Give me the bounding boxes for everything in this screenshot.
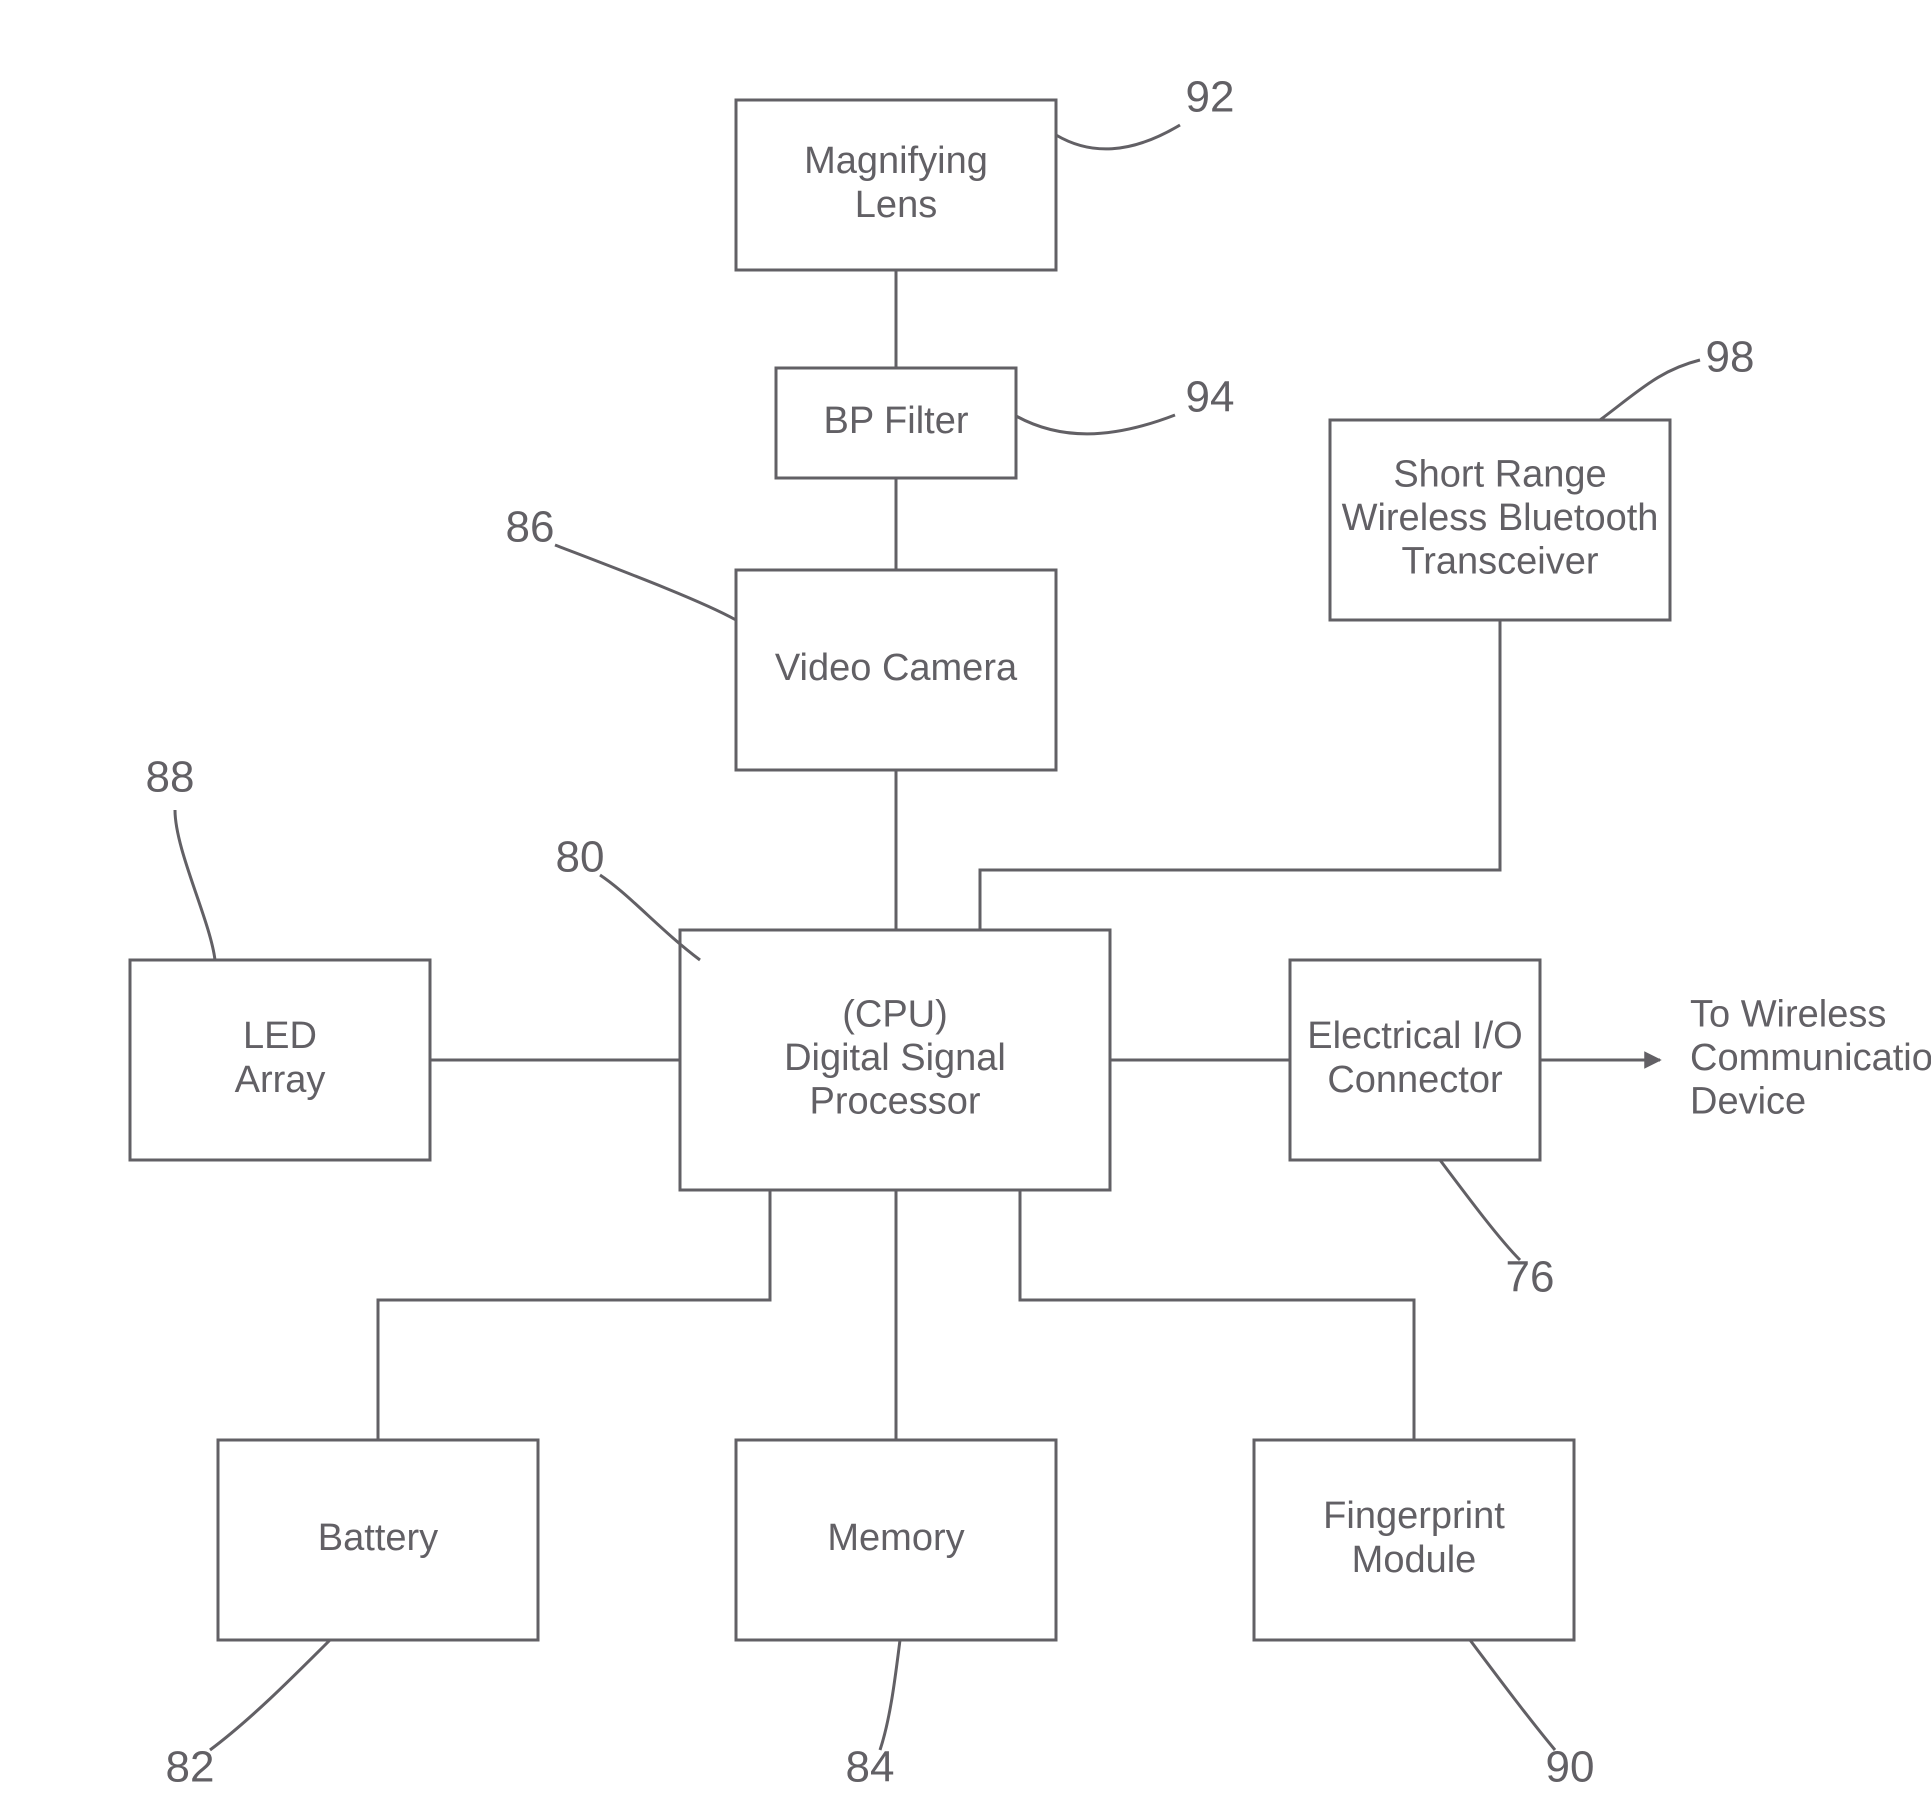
connector-cpu-battery (378, 1190, 770, 1440)
output-label-2: Device (1690, 1081, 1806, 1123)
ref-leader-bpfilter (1016, 415, 1175, 434)
ref-leader-camera (555, 545, 736, 620)
ref-number-battery: 82 (166, 1743, 215, 1792)
block-cpu-label-2: Processor (809, 1081, 980, 1123)
block-bluetooth: Short RangeWireless BluetoothTransceiver (1330, 420, 1670, 620)
ref-leader-lens (1056, 125, 1180, 149)
ref-number-fingerprint: 90 (1546, 1743, 1595, 1792)
block-led-label-0: LED (243, 1015, 317, 1057)
ref-number-memory: 84 (846, 1743, 895, 1792)
block-cpu-label-0: (CPU) (842, 993, 948, 1035)
ref-number-io: 76 (1506, 1253, 1555, 1302)
ref-number-camera: 86 (506, 503, 555, 552)
block-fingerprint: FingerprintModule (1254, 1440, 1574, 1640)
block-io-label-1: Connector (1327, 1059, 1503, 1101)
ref-number-led: 88 (146, 753, 195, 802)
connector-cpu-fingerprint (1020, 1190, 1414, 1440)
block-lens: MagnifyingLens (736, 100, 1056, 270)
output-label-0: To Wireless (1690, 993, 1886, 1035)
block-bluetooth-label-0: Short Range (1393, 453, 1606, 495)
block-cpu: (CPU)Digital SignalProcessor (680, 930, 1110, 1190)
block-battery: Battery (218, 1440, 538, 1640)
block-battery-label-0: Battery (318, 1517, 438, 1559)
ref-number-lens: 92 (1186, 73, 1235, 122)
block-memory: Memory (736, 1440, 1056, 1640)
ref-number-bpfilter: 94 (1186, 373, 1235, 422)
block-cpu-label-1: Digital Signal (784, 1037, 1006, 1079)
block-bpfilter: BP Filter (776, 368, 1016, 478)
block-camera-label-0: Video Camera (775, 647, 1018, 689)
ref-leader-io (1440, 1160, 1520, 1260)
ref-number-bluetooth: 98 (1706, 333, 1755, 382)
block-bluetooth-label-2: Transceiver (1401, 541, 1598, 583)
block-led: LEDArray (130, 960, 430, 1160)
ref-leader-memory (880, 1640, 900, 1750)
ref-leader-led (175, 810, 215, 960)
output-label-1: Communication (1690, 1037, 1931, 1079)
block-fingerprint-label-1: Module (1352, 1539, 1477, 1581)
ref-leader-bluetooth (1600, 360, 1700, 420)
block-led-label-1: Array (235, 1059, 326, 1101)
block-camera: Video Camera (736, 570, 1056, 770)
block-io-label-0: Electrical I/O (1307, 1015, 1522, 1057)
ref-leader-battery (210, 1640, 330, 1750)
block-bluetooth-label-1: Wireless Bluetooth (1342, 497, 1659, 539)
block-fingerprint-label-0: Fingerprint (1323, 1495, 1505, 1537)
connector-bluetooth-cpu (980, 620, 1500, 930)
block-lens-label-0: Magnifying (804, 140, 988, 182)
block-bpfilter-label-0: BP Filter (823, 400, 968, 442)
ref-leader-fingerprint (1470, 1640, 1555, 1750)
block-memory-label-0: Memory (827, 1517, 964, 1559)
block-lens-label-1: Lens (855, 184, 937, 226)
ref-number-cpu: 80 (556, 833, 605, 882)
block-io: Electrical I/OConnector (1290, 960, 1540, 1160)
ref-leader-cpu (600, 875, 700, 960)
